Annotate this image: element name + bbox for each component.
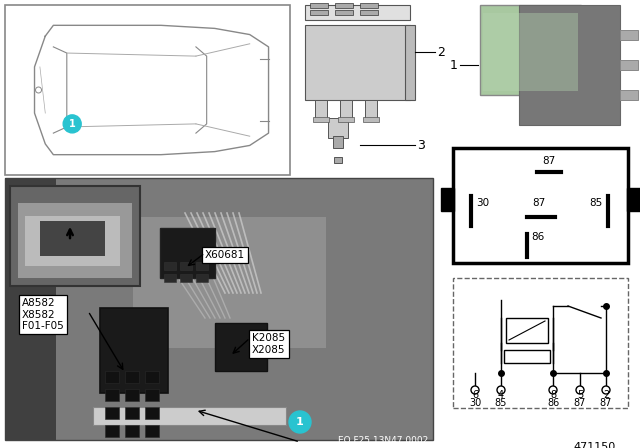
Bar — [334, 157, 342, 163]
Bar — [453, 278, 628, 408]
Bar — [310, 10, 328, 15]
Bar — [93, 407, 285, 425]
Bar — [506, 318, 548, 343]
Text: A8582
X8582
F01-F05: A8582 X8582 F01-F05 — [22, 298, 64, 331]
Text: 85: 85 — [495, 398, 507, 408]
Bar — [453, 148, 628, 263]
Bar — [335, 10, 353, 15]
Bar — [40, 221, 105, 256]
Bar — [164, 274, 176, 282]
Bar — [340, 100, 352, 120]
Circle shape — [471, 386, 479, 394]
Text: 1: 1 — [69, 119, 76, 129]
Text: 87: 87 — [600, 398, 612, 408]
Text: 4: 4 — [498, 390, 504, 400]
Bar — [145, 371, 159, 383]
Bar — [441, 188, 454, 211]
Bar — [519, 5, 620, 125]
Bar — [105, 371, 119, 383]
Bar — [328, 118, 348, 138]
Bar — [305, 5, 410, 20]
Bar — [305, 25, 410, 100]
Bar — [360, 10, 378, 15]
Text: X60681: X60681 — [205, 250, 245, 260]
Circle shape — [576, 386, 584, 394]
Text: 87: 87 — [543, 156, 556, 166]
Bar — [335, 3, 353, 8]
Text: 2: 2 — [603, 390, 609, 400]
Bar — [125, 371, 139, 383]
Bar — [105, 425, 119, 437]
Text: K2085
X2085: K2085 X2085 — [252, 333, 285, 355]
Bar — [180, 262, 192, 270]
Text: 85: 85 — [589, 198, 603, 208]
Bar — [145, 389, 159, 401]
Text: 86: 86 — [547, 398, 559, 408]
Text: 3: 3 — [417, 138, 425, 151]
Circle shape — [549, 386, 557, 394]
Circle shape — [602, 386, 610, 394]
Bar — [125, 389, 139, 401]
Bar — [627, 188, 640, 211]
Bar — [125, 425, 139, 437]
Bar — [313, 117, 329, 122]
Text: 471150: 471150 — [574, 442, 616, 448]
Text: 2: 2 — [437, 46, 445, 59]
Text: 1: 1 — [450, 59, 458, 72]
Bar — [315, 100, 327, 120]
Bar — [365, 100, 377, 120]
Bar — [5, 178, 56, 440]
Bar — [25, 216, 120, 266]
Bar — [105, 407, 119, 419]
Text: 5: 5 — [577, 390, 583, 400]
Bar — [5, 178, 433, 440]
Bar — [133, 217, 326, 348]
Text: 6: 6 — [472, 390, 478, 400]
Bar — [504, 350, 550, 363]
Bar — [145, 425, 159, 437]
Bar — [196, 274, 208, 282]
Bar — [405, 25, 415, 100]
Text: 30: 30 — [469, 398, 481, 408]
Bar — [480, 5, 581, 95]
Circle shape — [35, 87, 42, 93]
Bar — [5, 5, 290, 175]
Bar — [10, 186, 140, 286]
Text: 8: 8 — [550, 390, 556, 400]
Circle shape — [289, 411, 311, 433]
Bar — [483, 13, 578, 91]
Bar — [620, 60, 638, 70]
Bar — [145, 407, 159, 419]
Circle shape — [63, 115, 81, 133]
Circle shape — [497, 386, 505, 394]
Text: 1: 1 — [296, 417, 304, 427]
Bar — [180, 274, 192, 282]
Bar — [310, 3, 328, 8]
Bar — [363, 117, 379, 122]
Text: 30: 30 — [476, 198, 489, 208]
Bar — [360, 3, 378, 8]
Text: 86: 86 — [531, 233, 545, 242]
Bar — [125, 407, 139, 419]
Text: EO F25 13N47 0002: EO F25 13N47 0002 — [338, 436, 428, 445]
Text: 87: 87 — [574, 398, 586, 408]
Bar — [338, 117, 354, 122]
Bar — [215, 323, 267, 371]
Text: 87: 87 — [532, 198, 545, 208]
Bar — [164, 262, 176, 270]
Bar — [196, 262, 208, 270]
Bar — [100, 308, 168, 393]
Bar — [333, 136, 343, 148]
Bar — [620, 30, 638, 40]
Bar — [18, 203, 132, 278]
Bar — [160, 228, 215, 278]
Bar — [620, 90, 638, 100]
Bar — [105, 389, 119, 401]
